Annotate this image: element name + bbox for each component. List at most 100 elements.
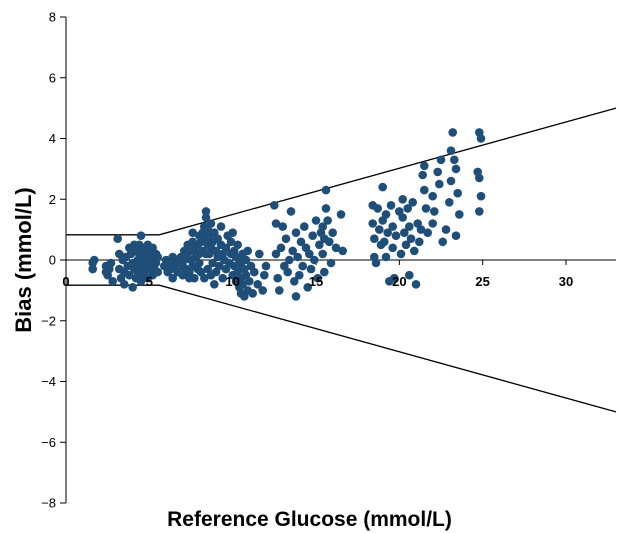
data-point (125, 270, 134, 280)
data-point (285, 255, 294, 265)
data-point (271, 249, 281, 259)
data-point (106, 258, 116, 268)
y-tick-label: 2 (49, 192, 56, 207)
data-point (305, 249, 314, 259)
data-point (451, 164, 461, 174)
data-point (323, 216, 333, 225)
y-tick-label: −2 (41, 313, 56, 328)
data-point (190, 273, 199, 283)
data-point (260, 270, 269, 280)
data-point (296, 237, 306, 247)
data-point (318, 249, 328, 259)
x-tick-label: 20 (392, 274, 406, 289)
data-point (206, 219, 216, 228)
y-tick-label: −4 (41, 374, 56, 389)
data-point (405, 222, 414, 231)
data-point (381, 210, 391, 219)
x-tick-label: 5 (146, 274, 153, 289)
x-tick-label: 10 (225, 274, 239, 289)
data-point (243, 246, 252, 256)
data-point (291, 292, 301, 301)
data-point (416, 225, 426, 234)
data-point (233, 240, 242, 250)
data-point (188, 228, 197, 237)
data-point (248, 289, 257, 298)
x-axis-title: Reference Glucose (mmol/L) (167, 508, 452, 531)
data-point (153, 252, 162, 262)
data-point (291, 228, 301, 237)
data-point (120, 280, 129, 289)
data-point (453, 188, 463, 198)
data-point (320, 267, 329, 277)
data-point (370, 234, 379, 243)
data-point (388, 222, 398, 231)
data-point (310, 255, 319, 265)
data-point (373, 204, 383, 213)
data-point (411, 280, 421, 289)
data-point (250, 267, 259, 277)
data-point (228, 228, 237, 237)
data-point (253, 280, 262, 289)
data-point (288, 246, 298, 256)
data-point (218, 273, 227, 283)
data-point (398, 213, 408, 222)
data-point (433, 167, 443, 177)
data-point (401, 240, 411, 250)
data-point (325, 237, 334, 247)
data-point (368, 219, 378, 228)
data-point (275, 286, 284, 295)
data-point (283, 267, 293, 277)
y-axis-title: Bias (mmol/L) (11, 187, 36, 333)
data-point (428, 191, 438, 201)
x-tick-label: 30 (559, 274, 573, 289)
data-point (445, 198, 454, 207)
data-point (318, 222, 328, 231)
data-point (153, 267, 162, 277)
x-tick-label: 0 (62, 274, 69, 289)
data-point (238, 280, 247, 289)
data-point (303, 283, 313, 292)
data-point (390, 273, 399, 283)
data-point (386, 201, 396, 210)
upper-boundary-line (66, 107, 617, 236)
data-point (428, 219, 438, 228)
data-point (448, 128, 458, 137)
data-point (200, 273, 209, 283)
data-point (446, 146, 456, 155)
data-point (298, 261, 308, 271)
data-point (378, 182, 388, 192)
data-point (408, 198, 418, 207)
data-point (438, 237, 448, 247)
x-tick-label: 25 (475, 274, 489, 289)
data-point (403, 204, 413, 213)
data-point (276, 243, 286, 253)
data-point (435, 179, 444, 189)
data-point (306, 264, 316, 274)
data-point (201, 213, 211, 222)
data-point (400, 228, 409, 237)
x-tick-label: 15 (309, 274, 323, 289)
data-point (271, 219, 281, 228)
data-point (450, 155, 459, 165)
data-point (423, 228, 433, 237)
data-point (108, 277, 117, 286)
data-point (405, 270, 414, 280)
data-point (286, 207, 296, 216)
data-point (128, 283, 137, 292)
data-point (245, 277, 254, 286)
data-point (338, 246, 348, 256)
data-point (475, 173, 484, 183)
data-point (430, 207, 439, 216)
data-point (210, 280, 219, 289)
data-point (278, 222, 288, 231)
data-point (328, 228, 338, 237)
data-point (195, 258, 204, 268)
data-point (201, 207, 211, 216)
data-point (476, 191, 486, 201)
data-point (313, 273, 323, 283)
data-point (396, 249, 406, 259)
data-point (383, 228, 393, 237)
data-point (113, 234, 122, 243)
data-point (380, 237, 389, 247)
